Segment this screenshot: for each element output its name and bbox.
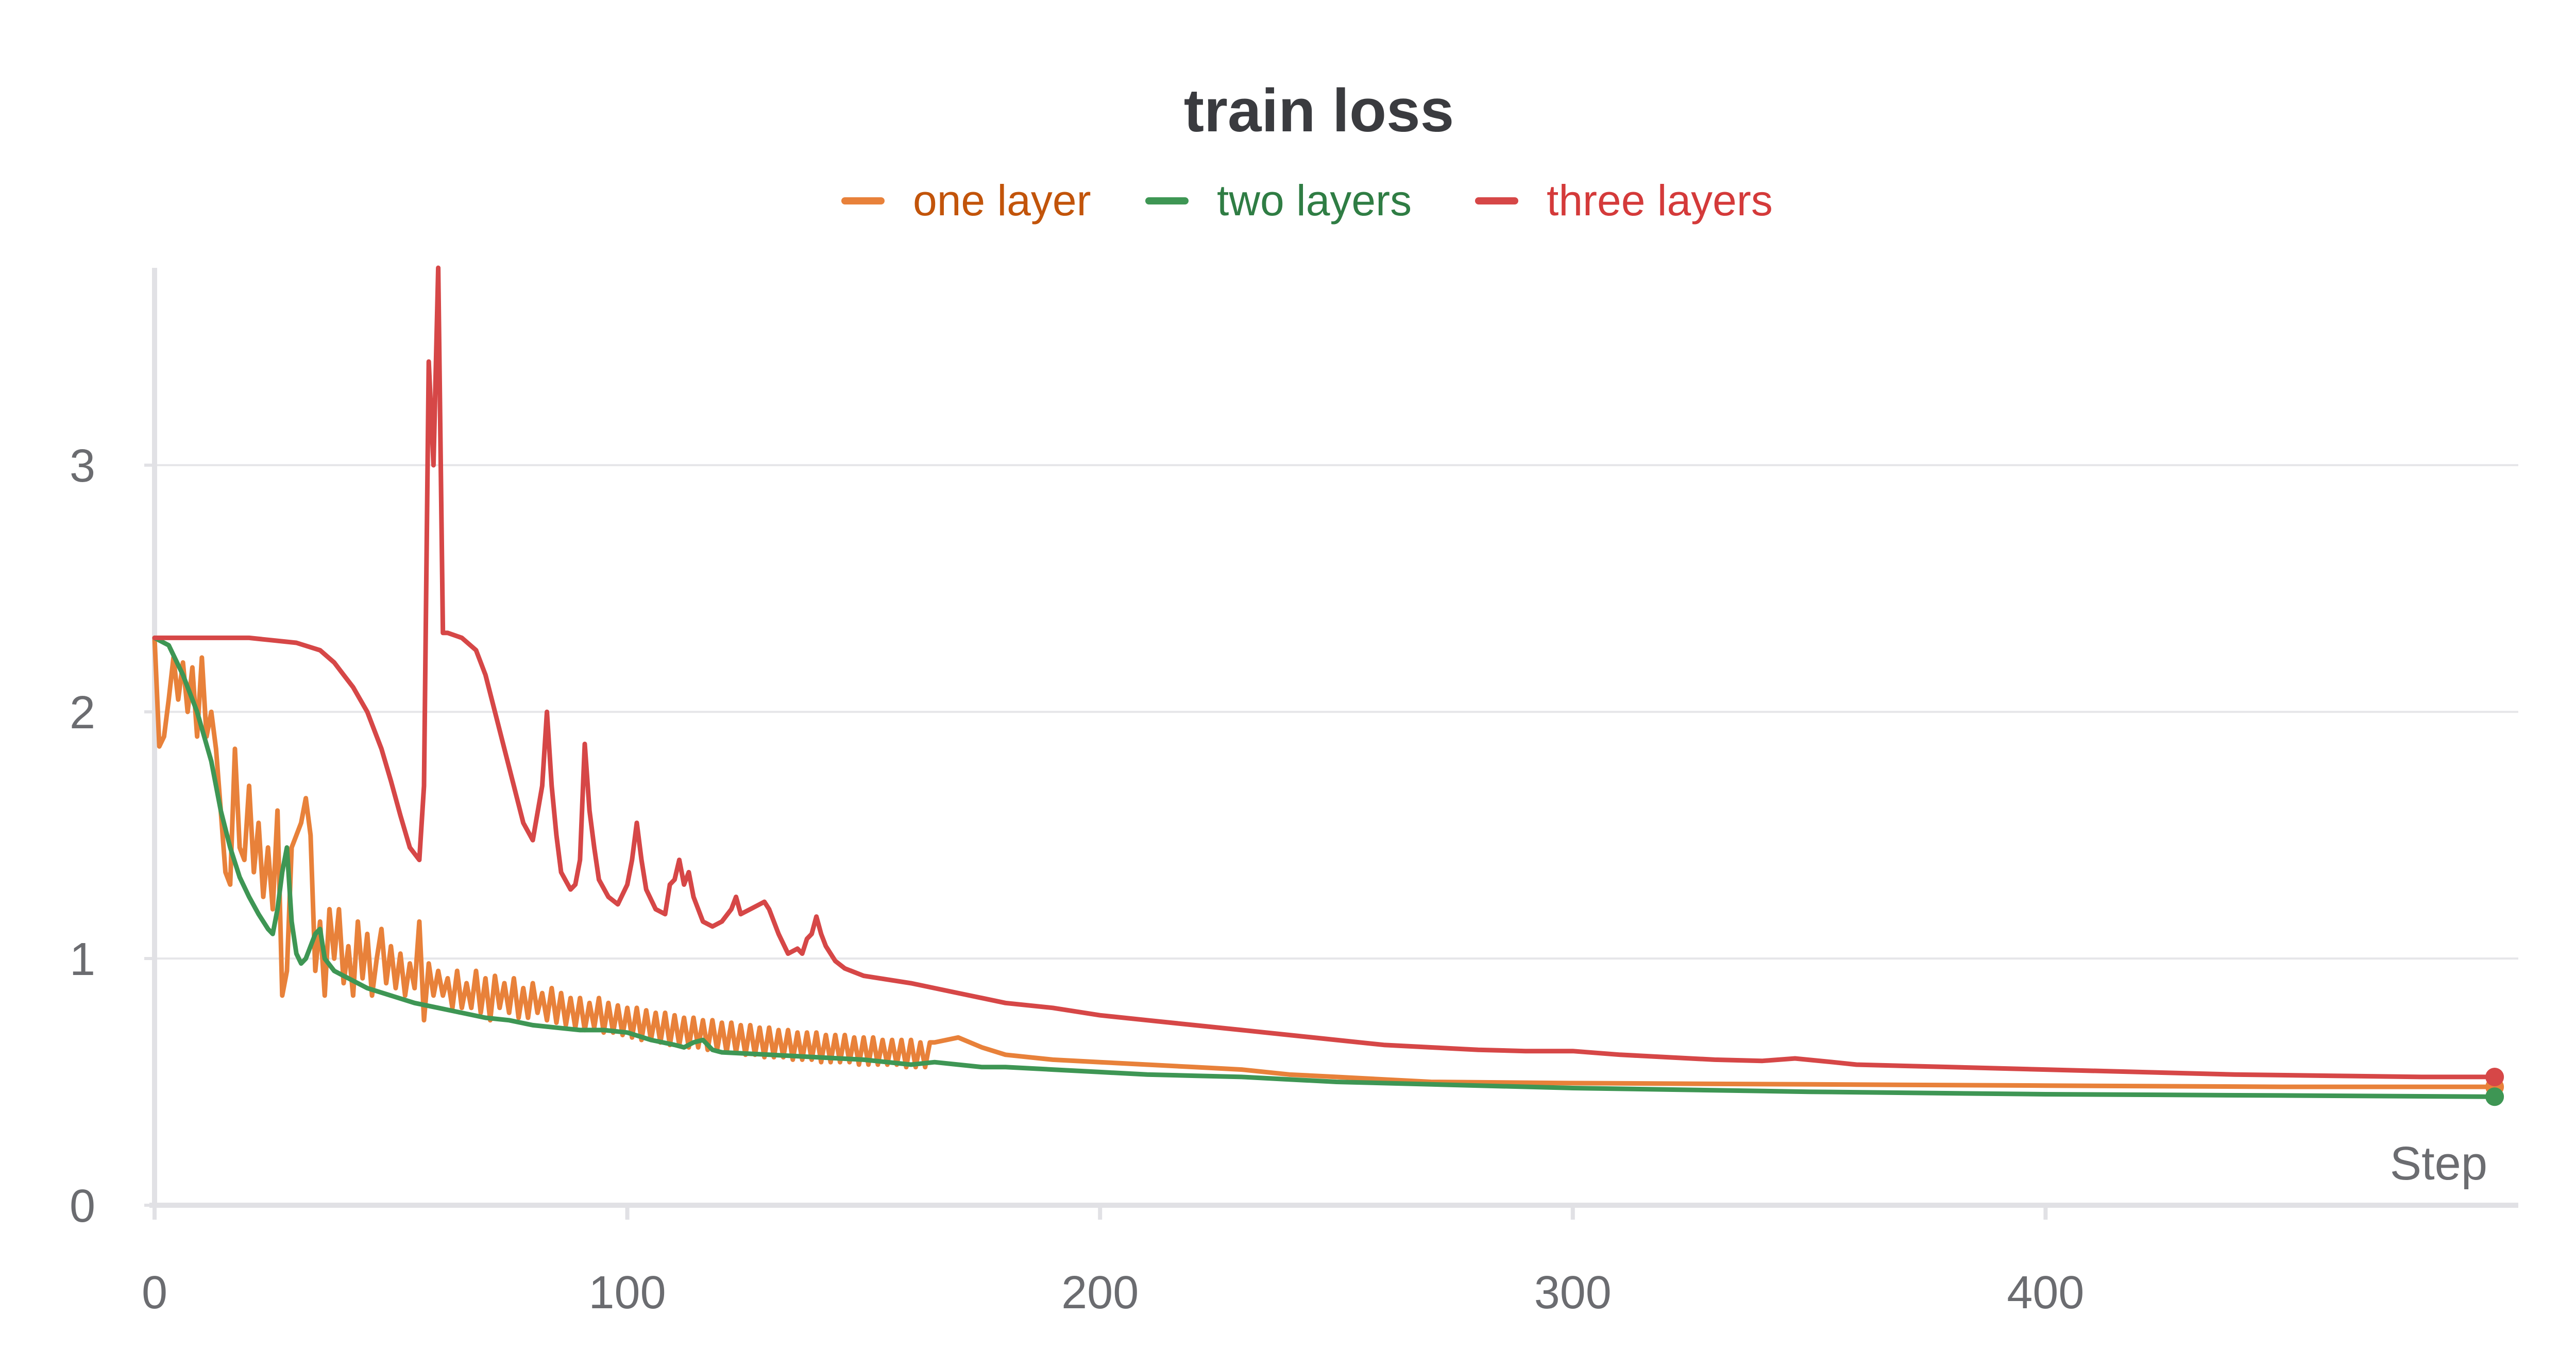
x-tick-label: 200 xyxy=(1061,1267,1139,1319)
legend-label: one layer xyxy=(913,176,1091,225)
y-tick-label: 2 xyxy=(70,687,95,739)
x-axis-title: Step xyxy=(2390,1137,2487,1190)
y-tick-label: 3 xyxy=(70,440,95,492)
series-line-three-layers xyxy=(152,265,2497,1080)
series-layer xyxy=(152,265,2504,1106)
x-tick-label: 100 xyxy=(589,1267,666,1319)
legend-label: two layers xyxy=(1217,176,1412,225)
legend-label: three layers xyxy=(1547,176,1773,225)
chart-title: train loss xyxy=(1184,77,1454,145)
x-tick-label: 0 xyxy=(142,1267,167,1319)
x-tick-label: 300 xyxy=(1534,1267,1612,1319)
y-tick-label: 1 xyxy=(70,934,95,985)
legend: one layer two layers three layers xyxy=(841,176,1773,225)
axes: 0 1 2 3 0 100 200 300 400 xyxy=(70,268,2518,1319)
series-end-marker xyxy=(2485,1067,2504,1086)
series-end-marker xyxy=(2485,1087,2504,1106)
series-line-two-layers xyxy=(152,635,2497,1099)
y-tick-label: 0 xyxy=(70,1181,95,1232)
x-tick-label: 400 xyxy=(2007,1267,2084,1319)
